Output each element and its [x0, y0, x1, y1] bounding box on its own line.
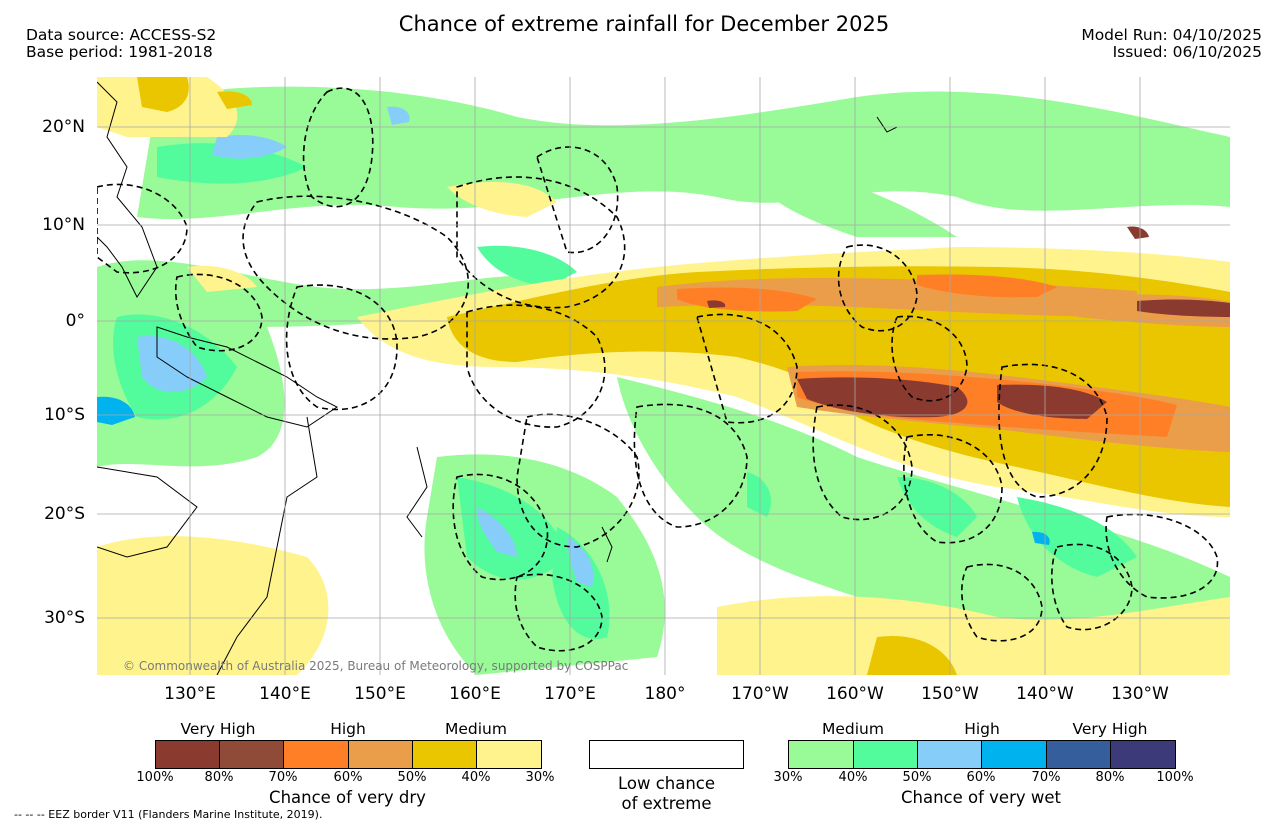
dry-tick-100: 100%	[136, 770, 174, 785]
lat-label-30s: 30°S	[44, 608, 85, 628]
dry-veryhigh-areas	[707, 226, 1230, 419]
rainfall-map	[97, 77, 1230, 675]
dry-tick-40: 40%	[461, 770, 491, 785]
eez-borders	[97, 87, 1219, 652]
lon-label-170w: 170°W	[731, 684, 789, 704]
lon-label-160w: 160°W	[826, 684, 884, 704]
dry-tick-60: 60%	[333, 770, 363, 785]
lon-label-130w: 130°W	[1111, 684, 1169, 704]
dry-swatch-4	[349, 741, 413, 768]
wet-tick-40: 40%	[838, 770, 868, 785]
model-run-block: Model Run: 04/10/2025 Issued: 06/10/2025	[1081, 27, 1262, 61]
dry-swatch-1	[156, 741, 220, 768]
dry-tick-80: 80%	[204, 770, 234, 785]
low-chance-swatch	[589, 740, 744, 769]
lon-label-140w: 140°W	[1016, 684, 1074, 704]
model-run-text: Model Run: 04/10/2025	[1081, 26, 1262, 44]
wet-tick-50: 50%	[902, 770, 932, 785]
wet-swatch-4	[982, 741, 1047, 768]
coastlines	[97, 81, 898, 675]
dry-tick-50: 50%	[397, 770, 427, 785]
wet-tick-60: 60%	[966, 770, 996, 785]
wet-tick-30: 30%	[773, 770, 803, 785]
wet-legend-title: Chance of very wet	[901, 788, 1061, 807]
copyright-note: © Commonwealth of Australia 2025, Bureau…	[123, 659, 629, 673]
dry-colorbar	[155, 740, 542, 769]
lat-label-10s: 10°S	[44, 405, 85, 425]
dry-tick-70: 70%	[268, 770, 298, 785]
data-source-block: Data source: ACCESS-S2 Base period: 1981…	[26, 27, 216, 61]
lat-label-0: 0°	[65, 311, 85, 331]
base-period-text: Base period: 1981-2018	[26, 43, 213, 61]
wet-colorbar	[788, 740, 1176, 769]
issued-text: Issued: 06/10/2025	[1112, 43, 1262, 61]
wet-category-high: High	[964, 720, 1000, 738]
lon-label-140e: 140°E	[259, 684, 311, 704]
wet-tick-100: 100%	[1156, 770, 1194, 785]
dry-swatch-2	[220, 741, 284, 768]
low-chance-label: Low chance of extreme	[589, 774, 744, 814]
lat-label-20n: 20°N	[42, 117, 85, 137]
wet-category-very-high: Very High	[1072, 720, 1148, 738]
dry-category-medium: Medium	[445, 720, 507, 738]
lon-label-180: 180°	[644, 684, 686, 704]
dry-category-very-high: Very High	[180, 720, 256, 738]
graticule	[97, 77, 1230, 675]
lat-label-20s: 20°S	[44, 504, 85, 524]
lon-label-130e: 130°E	[164, 684, 216, 704]
dry-swatch-5	[413, 741, 477, 768]
eez-border-note: -- -- -- EEZ border V11 (Flanders Marine…	[14, 808, 323, 821]
dry-swatch-6	[477, 741, 541, 768]
wet-tick-70: 70%	[1031, 770, 1061, 785]
wet-swatch-6	[1111, 741, 1175, 768]
lon-label-160e: 160°E	[449, 684, 501, 704]
chart-title: Chance of extreme rainfall for December …	[398, 12, 890, 36]
wet-swatch-5	[1047, 741, 1111, 768]
lon-label-150w: 150°W	[921, 684, 979, 704]
data-source-text: Data source: ACCESS-S2	[26, 26, 217, 44]
lat-label-10n: 10°N	[42, 215, 85, 235]
low-chance-line2: of extreme	[621, 794, 712, 813]
wet-swatch-3	[918, 741, 982, 768]
lon-label-170e: 170°E	[544, 684, 596, 704]
dry-swatch-3	[284, 741, 349, 768]
low-chance-line1: Low chance	[617, 774, 716, 793]
dry-tick-30: 30%	[525, 770, 555, 785]
wet-swatch-1	[789, 741, 854, 768]
dry-legend-title: Chance of very dry	[269, 788, 426, 807]
wet-swatch-2	[854, 741, 918, 768]
wet-tick-80: 80%	[1095, 770, 1125, 785]
dry-category-high: High	[330, 720, 366, 738]
wet-category-medium: Medium	[822, 720, 884, 738]
lon-label-150e: 150°E	[354, 684, 406, 704]
